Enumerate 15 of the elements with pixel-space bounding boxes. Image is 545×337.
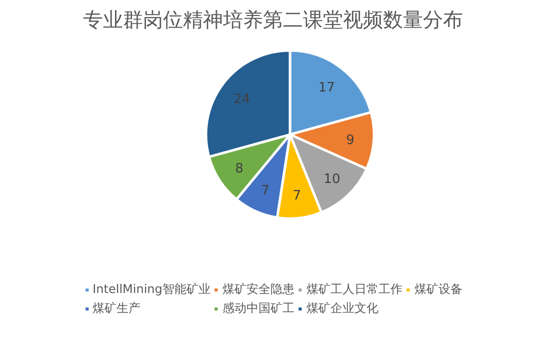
legend-label: 煤矿设备	[414, 281, 462, 298]
data-label: 10	[324, 172, 340, 188]
data-label: 7	[261, 184, 270, 199]
data-label: 24	[234, 92, 250, 107]
legend-label: 煤矿工人日常工作	[306, 281, 402, 298]
legend-label: 煤矿企业文化	[306, 300, 378, 317]
data-label: 9	[346, 133, 354, 148]
data-label: 7	[292, 188, 302, 204]
legend-label: 感动中国矿工	[222, 300, 294, 317]
legend-label: 煤矿生产	[92, 300, 141, 317]
legend-label: IntellMining智能矿业	[92, 281, 210, 298]
legend-label: 煤矿安全隐患	[222, 281, 294, 298]
data-label: 8	[235, 161, 244, 176]
data-label: 17	[318, 80, 335, 96]
chart-title: 专业群岗位精神培养第二课堂视频数量分布	[83, 8, 463, 32]
